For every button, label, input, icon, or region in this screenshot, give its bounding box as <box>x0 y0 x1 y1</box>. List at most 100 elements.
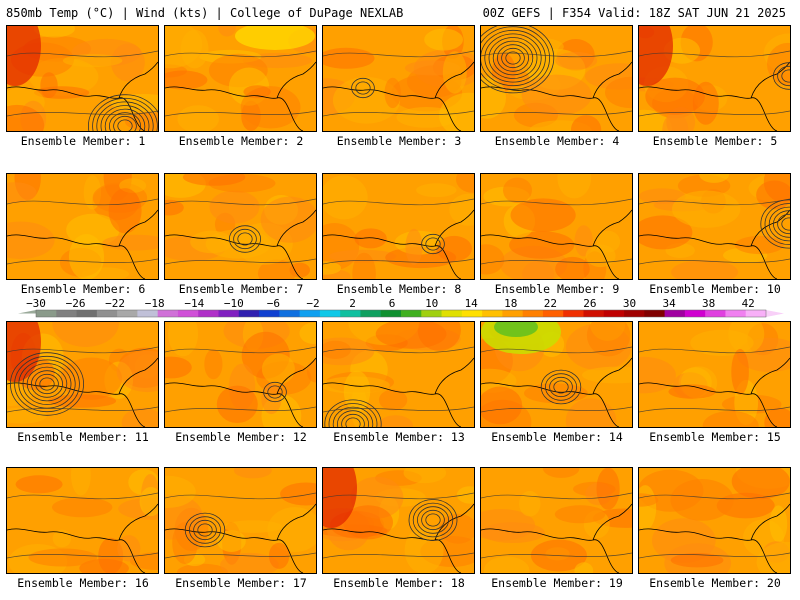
colorbar-segment <box>36 310 57 317</box>
ensemble-member-panel <box>322 173 475 280</box>
colorbar-tick-label: −6 <box>267 297 280 310</box>
wind-contour <box>165 50 316 117</box>
ensemble-member-panel <box>322 321 475 428</box>
wind-speed-contour <box>30 370 64 398</box>
wind-speed-contour <box>237 232 253 246</box>
colorbar-segment <box>542 310 564 317</box>
ensemble-member-label: Ensemble Member: 7 <box>178 282 304 296</box>
colorbar-tick-label: 14 <box>465 297 479 310</box>
wind-speed-contour <box>481 26 555 94</box>
colorbar-segment <box>137 310 159 317</box>
colorbar-segment <box>441 310 463 317</box>
wind-contour <box>481 198 632 265</box>
coastline <box>481 503 632 573</box>
colorbar-tick-label: 38 <box>702 297 715 310</box>
colorbar-tick-label: 34 <box>662 297 676 310</box>
colorbar-tick-label: −26 <box>66 297 86 310</box>
colorbar-segment <box>96 310 118 317</box>
wind-speed-contour <box>764 203 790 245</box>
coastline <box>481 209 632 279</box>
ensemble-member-panel <box>164 173 317 280</box>
temperature-map <box>481 322 632 427</box>
ensemble-member-label: Ensemble Member: 9 <box>494 282 620 296</box>
ensemble-member-label: Ensemble Member: 13 <box>333 430 465 444</box>
wind-contour <box>165 198 316 265</box>
ensemble-member-panel <box>480 173 633 280</box>
coastline <box>165 61 316 131</box>
wind-speed-contour <box>193 519 217 541</box>
ensemble-member-label: Ensemble Member: 1 <box>20 134 146 148</box>
colorbar-segment <box>56 310 77 317</box>
ensemble-member-label: Ensemble Member: 18 <box>333 576 465 590</box>
wind-contour <box>323 198 474 265</box>
colorbar-segment <box>502 310 524 317</box>
wind-speed-contour <box>545 373 578 401</box>
wind-contour <box>323 346 474 413</box>
temperature-map <box>165 174 316 279</box>
wind-contour <box>165 346 316 413</box>
colorbar-segment <box>401 310 422 317</box>
wind-speed-contour <box>117 119 133 131</box>
colorbar-segment <box>117 310 138 317</box>
wind-contour <box>639 346 790 413</box>
wind-speed-contour <box>425 513 441 527</box>
colorbar-segment <box>380 310 402 317</box>
wind-speed-contour <box>341 413 365 427</box>
ensemble-member-panel <box>322 467 475 574</box>
wind-speed-contour <box>492 40 534 76</box>
colorbar-segment <box>684 310 706 317</box>
wind-contour <box>165 492 316 559</box>
wind-speed-contour <box>188 516 222 544</box>
colorbar-segment <box>259 310 280 317</box>
wind-speed-contour <box>553 380 569 394</box>
colorbar-segment <box>745 310 767 317</box>
ensemble-member-panel <box>6 25 159 132</box>
colorbar-tick-label: 30 <box>623 297 636 310</box>
wind-speed-contour <box>481 26 550 90</box>
ensemble-member-label: Ensemble Member: 15 <box>649 430 781 444</box>
wind-speed-contour <box>267 385 283 399</box>
colorbar-tick-label: 2 <box>349 297 356 310</box>
ensemble-member-panel <box>6 173 159 280</box>
colorbar-tick-label: −30 <box>26 297 46 310</box>
colorbar-segment <box>319 310 341 317</box>
run-valid-time: 00Z GEFS | F354 Valid: 18Z SAT JUN 21 20… <box>482 6 786 20</box>
colorbar-tick-label: −2 <box>306 297 319 310</box>
wind-speed-contour <box>109 112 141 131</box>
ensemble-member-panel <box>480 467 633 574</box>
ensemble-member-label: Ensemble Member: 12 <box>175 430 307 444</box>
colorbar-tick-label: −14 <box>184 297 204 310</box>
wind-speed-contour <box>425 237 441 251</box>
wind-speed-contour <box>417 506 450 534</box>
temperature-map <box>639 26 790 131</box>
colorbar-segment <box>644 310 666 317</box>
wind-speed-contour <box>263 381 287 403</box>
ensemble-member-label: Ensemble Member: 8 <box>336 282 462 296</box>
wind-contour <box>7 50 158 117</box>
colorbar-tick-label: 42 <box>742 297 755 310</box>
ensemble-member-label: Ensemble Member: 20 <box>649 576 781 590</box>
wind-speed-contour <box>773 210 790 238</box>
wind-speed-contour <box>496 44 530 72</box>
wind-speed-contour <box>505 51 521 65</box>
temperature-map <box>323 26 474 131</box>
ensemble-member-panel <box>164 25 317 132</box>
temperature-map <box>165 26 316 131</box>
wind-speed-contour <box>10 352 84 416</box>
wind-speed-contour <box>88 94 158 131</box>
wind-speed-contour <box>113 115 137 131</box>
ensemble-member-label: Ensemble Member: 2 <box>178 134 304 148</box>
wind-speed-contour <box>351 77 375 99</box>
temperature-map <box>481 174 632 279</box>
colorbar-segment <box>299 310 321 317</box>
wind-contour <box>7 492 158 559</box>
ensemble-member-panel <box>164 321 317 428</box>
temperature-colorbar: −30 −26 −22 −18 −14 −10 −6 −2 2 6 10 14 18 22 26 30 34 38… <box>18 297 784 318</box>
ensemble-member-panel <box>6 467 159 574</box>
colorbar-segment <box>279 310 301 317</box>
wind-speed-contour <box>781 69 790 83</box>
wind-speed-contour <box>501 47 525 69</box>
colorbar-segment <box>360 310 382 317</box>
colorbar-tick-label: 26 <box>583 297 596 310</box>
coastline <box>165 503 316 573</box>
